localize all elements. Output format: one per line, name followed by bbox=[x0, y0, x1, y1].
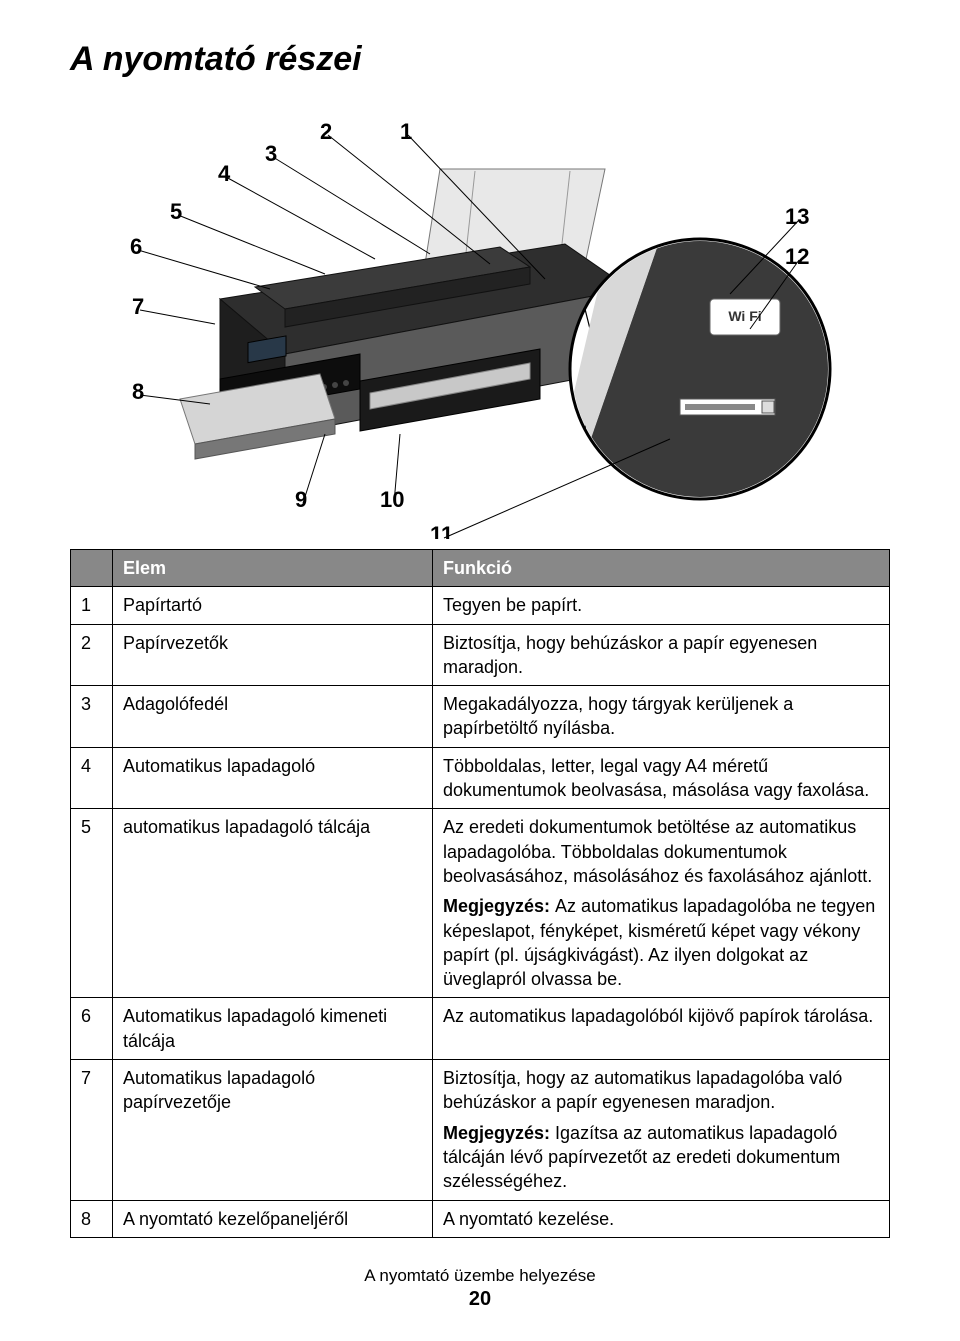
table-row: 5automatikus lapadagoló tálcájaAz eredet… bbox=[71, 809, 890, 998]
row-number: 6 bbox=[71, 998, 113, 1060]
row-number: 4 bbox=[71, 747, 113, 809]
table-row: 2PapírvezetőkBiztosítja, hogy behúzáskor… bbox=[71, 624, 890, 686]
row-func: Az automatikus lapadagolóból kijövő papí… bbox=[433, 998, 890, 1060]
table-row: 3AdagolófedélMegakadályozza, hogy tárgya… bbox=[71, 686, 890, 748]
printer-diagram: Wi Fi12345678910111213 bbox=[70, 99, 890, 539]
row-elem: automatikus lapadagoló tálcája bbox=[113, 809, 433, 998]
row-func: Biztosítja, hogy az automatikus lapadago… bbox=[433, 1060, 890, 1200]
table-row: 6Automatikus lapadagoló kimeneti tálcája… bbox=[71, 998, 890, 1060]
row-elem: A nyomtató kezelőpaneljéről bbox=[113, 1200, 433, 1237]
svg-text:2: 2 bbox=[320, 119, 332, 144]
svg-text:12: 12 bbox=[785, 244, 809, 269]
page-footer: A nyomtató üzembe helyezése 20 bbox=[70, 1266, 890, 1311]
svg-text:13: 13 bbox=[785, 204, 809, 229]
svg-text:Wi Fi: Wi Fi bbox=[728, 308, 761, 324]
th-elem: Elem bbox=[113, 550, 433, 587]
svg-text:5: 5 bbox=[170, 199, 182, 224]
footer-page-number: 20 bbox=[70, 1288, 890, 1311]
row-elem: Automatikus lapadagoló bbox=[113, 747, 433, 809]
svg-text:7: 7 bbox=[132, 294, 144, 319]
row-number: 3 bbox=[71, 686, 113, 748]
svg-text:8: 8 bbox=[132, 379, 144, 404]
svg-text:11: 11 bbox=[430, 522, 453, 539]
svg-text:1: 1 bbox=[400, 119, 412, 144]
table-row: 7Automatikus lapadagoló papírvezetőjeBiz… bbox=[71, 1060, 890, 1200]
th-func: Funkció bbox=[433, 550, 890, 587]
row-elem: Papírtartó bbox=[113, 587, 433, 624]
page-title: A nyomtató részei bbox=[70, 40, 890, 79]
row-func: A nyomtató kezelése. bbox=[433, 1200, 890, 1237]
row-func: Tegyen be papírt. bbox=[433, 587, 890, 624]
row-number: 8 bbox=[71, 1200, 113, 1237]
svg-text:10: 10 bbox=[380, 487, 404, 512]
table-row: 4Automatikus lapadagolóTöbboldalas, lett… bbox=[71, 747, 890, 809]
row-elem: Papírvezetők bbox=[113, 624, 433, 686]
row-number: 5 bbox=[71, 809, 113, 998]
row-elem: Automatikus lapadagoló kimeneti tálcája bbox=[113, 998, 433, 1060]
svg-text:9: 9 bbox=[295, 487, 307, 512]
svg-text:4: 4 bbox=[218, 161, 231, 186]
th-blank bbox=[71, 550, 113, 587]
parts-table: Elem Funkció 1PapírtartóTegyen be papírt… bbox=[70, 549, 890, 1238]
row-number: 2 bbox=[71, 624, 113, 686]
row-elem: Adagolófedél bbox=[113, 686, 433, 748]
note-label: Megjegyzés: bbox=[443, 1123, 555, 1143]
note-label: Megjegyzés: bbox=[443, 896, 555, 916]
row-number: 1 bbox=[71, 587, 113, 624]
svg-text:6: 6 bbox=[130, 234, 142, 259]
svg-text:3: 3 bbox=[265, 141, 277, 166]
table-row: 1PapírtartóTegyen be papírt. bbox=[71, 587, 890, 624]
row-func: Megakadályozza, hogy tárgyak kerüljenek … bbox=[433, 686, 890, 748]
table-row: 8A nyomtató kezelőpaneljérőlA nyomtató k… bbox=[71, 1200, 890, 1237]
footer-section: A nyomtató üzembe helyezése bbox=[364, 1266, 596, 1285]
row-number: 7 bbox=[71, 1060, 113, 1200]
row-func: Többoldalas, letter, legal vagy A4 méret… bbox=[433, 747, 890, 809]
row-func: Biztosítja, hogy behúzáskor a papír egye… bbox=[433, 624, 890, 686]
row-elem: Automatikus lapadagoló papírvezetője bbox=[113, 1060, 433, 1200]
row-func: Az eredeti dokumentumok betöltése az aut… bbox=[433, 809, 890, 998]
